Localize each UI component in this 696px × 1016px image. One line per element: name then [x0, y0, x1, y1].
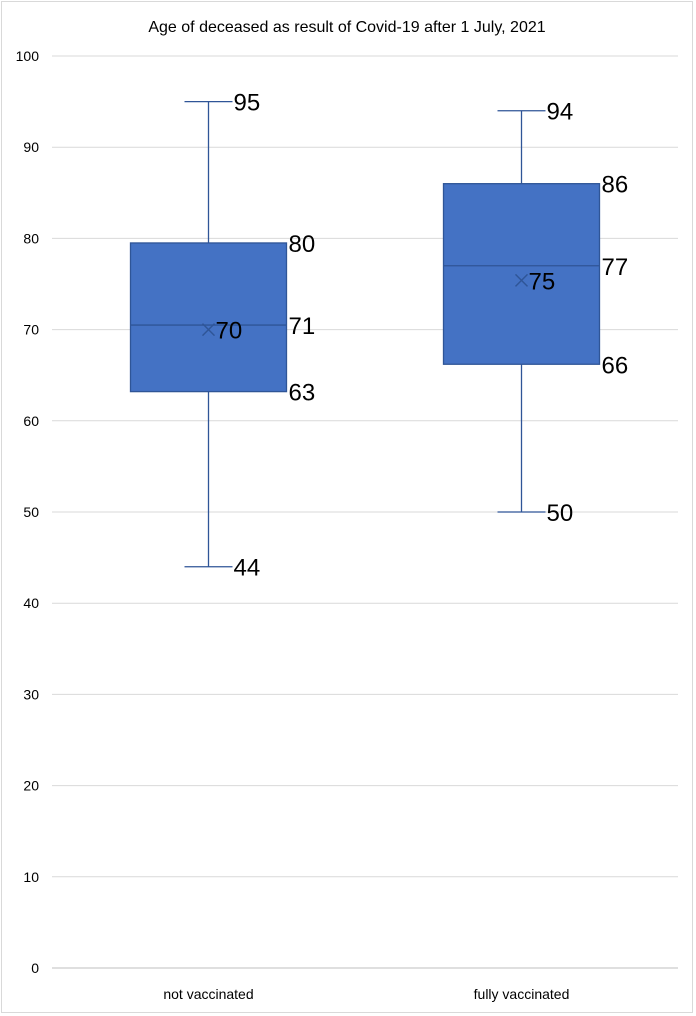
mean-label: 75 [529, 268, 556, 295]
x-category-label: fully vaccinated [474, 986, 570, 1002]
min-label: 50 [547, 500, 574, 527]
y-axis: 0 10 20 30 40 50 60 70 80 90 100 [16, 48, 40, 976]
x-axis: not vaccinated fully vaccinated [163, 986, 569, 1002]
min-label: 44 [234, 555, 261, 582]
chart-title: Age of deceased as result of Covid-19 af… [148, 19, 545, 36]
y-tick-label: 60 [23, 413, 39, 429]
mean-marker [202, 323, 215, 337]
y-tick-label: 70 [23, 322, 39, 338]
y-tick-label: 30 [23, 686, 39, 702]
box-fully-vaccinated: 94 86 77 75 66 50 [442, 99, 629, 527]
mean-marker [515, 273, 528, 287]
x-category-label: not vaccinated [163, 986, 253, 1002]
y-tick-label: 80 [23, 230, 39, 246]
q1-label: 66 [602, 352, 629, 379]
y-tick-label: 50 [23, 504, 39, 520]
y-tick-label: 40 [23, 595, 39, 611]
q3-label: 80 [289, 231, 316, 258]
iqr-box [129, 242, 288, 393]
median-label: 77 [602, 254, 629, 281]
max-label: 94 [547, 99, 574, 126]
y-tick-label: 20 [23, 778, 39, 794]
y-tick-label: 100 [16, 48, 40, 64]
y-tick-label: 0 [31, 960, 39, 976]
q3-label: 86 [602, 172, 629, 199]
max-label: 95 [234, 90, 261, 117]
y-tick-label: 90 [23, 139, 39, 155]
median-label: 71 [289, 313, 316, 340]
q1-label: 63 [289, 380, 316, 407]
box-not-vaccinated: 95 80 71 70 63 44 [129, 90, 316, 582]
boxes: 95 80 71 70 63 44 94 86 77 75 66 50 [129, 90, 629, 582]
y-tick-label: 10 [23, 869, 39, 885]
mean-label: 70 [216, 318, 243, 345]
iqr-box [442, 183, 601, 365]
